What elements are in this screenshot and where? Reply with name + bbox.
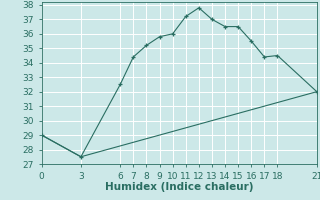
X-axis label: Humidex (Indice chaleur): Humidex (Indice chaleur) [105, 182, 253, 192]
